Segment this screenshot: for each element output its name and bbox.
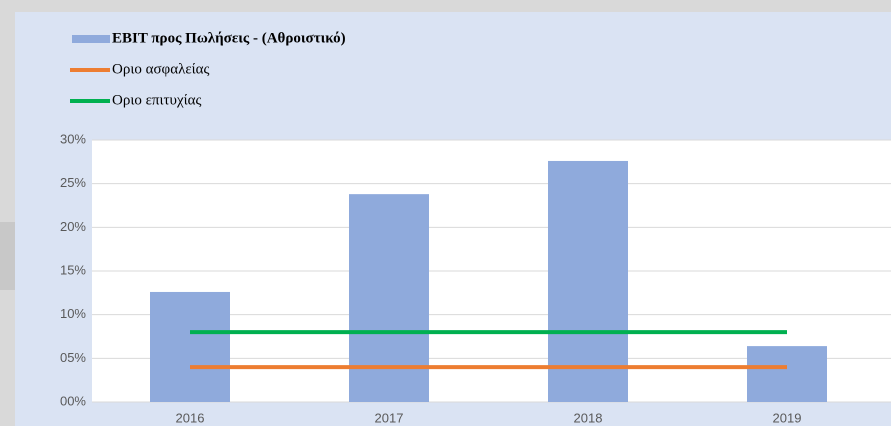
legend-label: EBIT προς Πωλήσεις - (Αθροιστικό) bbox=[112, 30, 346, 46]
y-tick-label: 00% bbox=[60, 393, 86, 408]
x-tick-label: 2016 bbox=[176, 410, 205, 425]
side-block bbox=[0, 222, 15, 290]
y-tick-label: 30% bbox=[60, 131, 86, 146]
x-tick-label: 2017 bbox=[375, 410, 404, 425]
legend-label: Οριο επιτυχίας bbox=[112, 92, 202, 108]
bar bbox=[747, 346, 827, 402]
y-tick-label: 15% bbox=[60, 262, 86, 277]
bar bbox=[150, 291, 230, 402]
x-tick-label: 2018 bbox=[574, 410, 603, 425]
y-tick-label: 05% bbox=[60, 350, 86, 365]
bar bbox=[548, 160, 628, 402]
bar bbox=[349, 194, 429, 402]
legend-label: Οριο ασφαλείας bbox=[112, 61, 210, 77]
legend-swatch bbox=[72, 35, 110, 43]
y-tick-label: 25% bbox=[60, 175, 86, 190]
y-tick-label: 10% bbox=[60, 306, 86, 321]
y-tick-label: 20% bbox=[60, 219, 86, 234]
x-tick-label: 2019 bbox=[773, 410, 802, 425]
